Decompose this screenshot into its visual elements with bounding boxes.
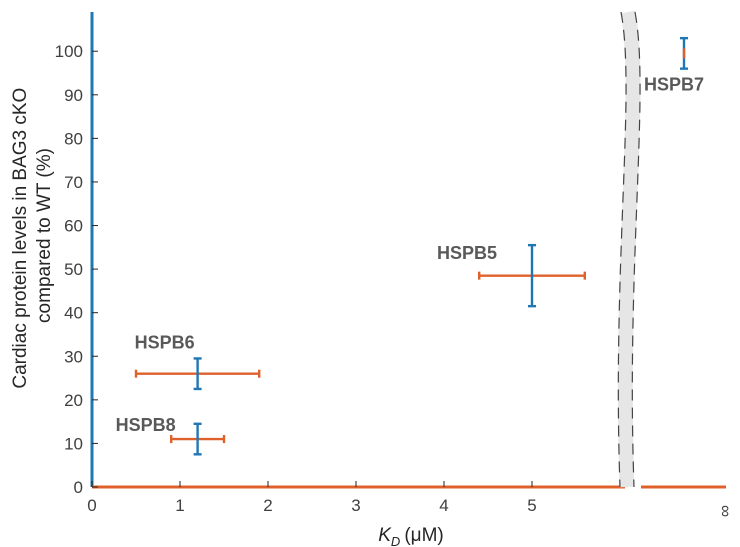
- point-label-hspb7: HSPB7: [644, 75, 704, 95]
- x-tick-label: 2: [263, 496, 272, 515]
- point-label-hspb5: HSPB5: [437, 243, 497, 263]
- y-tick-label: 60: [64, 217, 83, 236]
- tick-labels: 0 10 20 30 40 50 60 70 80 90 100 0 1 2 3 4 5 ∞: [55, 42, 734, 517]
- x-axis-title-main: K: [378, 525, 392, 546]
- error-bars: [134, 36, 688, 456]
- axis-break-dash-left: [617, 11, 627, 488]
- y-tick-label: 0: [74, 478, 83, 497]
- point-label-hspb6: HSPB6: [135, 332, 195, 352]
- x-tick-label: 1: [175, 496, 184, 515]
- y-tick-label: 20: [64, 391, 83, 410]
- y-axis-title-line2: compared to WT (%): [34, 148, 55, 323]
- y-tick-label: 30: [64, 347, 83, 366]
- x-tick-label-infinity: ∞: [715, 505, 734, 517]
- point-label-hspb8: HSPB8: [116, 415, 176, 435]
- axis-break: [617, 10, 641, 488]
- x-axis-title: KD (μM): [378, 525, 444, 547]
- x-axis-title-sub: D: [391, 534, 400, 547]
- x-tick-label: 3: [351, 496, 360, 515]
- y-tick-label: 10: [64, 434, 83, 453]
- y-tick-label: 50: [64, 260, 83, 279]
- x-tick-label: 5: [527, 496, 536, 515]
- y-tick-label: 40: [64, 304, 83, 323]
- y-tick-label: 100: [55, 42, 83, 61]
- y-axis-title-line1: Cardiac protein levels in BAG3 cKO: [10, 88, 31, 389]
- point-labels: HSPB8 HSPB6 HSPB5 HSPB7: [116, 75, 704, 435]
- x-tick-label: 4: [439, 496, 448, 515]
- axis-break-dash-right: [631, 11, 641, 488]
- y-axis-title: Cardiac protein levels in BAG3 cKO compa…: [10, 82, 55, 388]
- y-tick-label: 70: [64, 173, 83, 192]
- y-tick-label: 90: [64, 86, 83, 105]
- axes: [90, 12, 726, 489]
- x-tick-label: 0: [87, 496, 96, 515]
- y-tick-label: 80: [64, 129, 83, 148]
- axis-break-band: [617, 10, 641, 488]
- x-axis-title-unit: (μM): [404, 525, 443, 546]
- tick-marks: [91, 50, 533, 488]
